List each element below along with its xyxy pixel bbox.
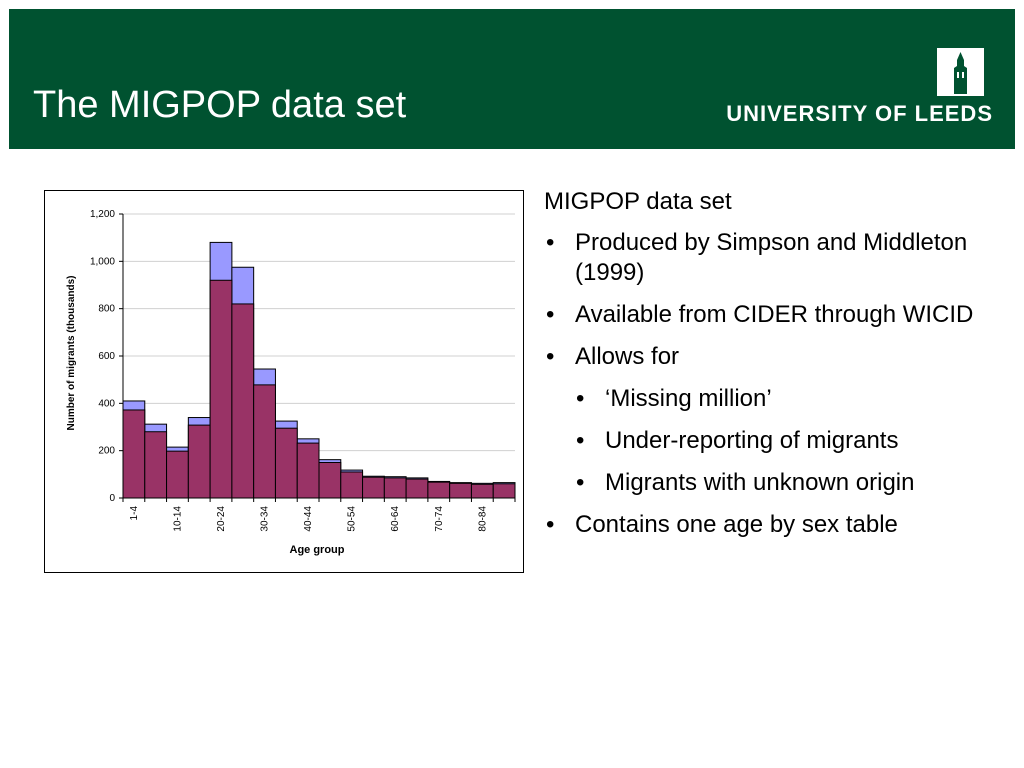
panel-heading: MIGPOP data set bbox=[544, 188, 732, 215]
bullet-text: Produced by Simpson and Middleton (1999) bbox=[575, 229, 968, 286]
bullet-item: • ‘Missing million’ bbox=[544, 384, 1014, 414]
bar bbox=[405, 478, 429, 499]
bar bbox=[144, 431, 168, 499]
x-tick-label: 60-64 bbox=[390, 506, 401, 532]
x-tick-label: 1-4 bbox=[129, 506, 140, 521]
x-tick-label: 80-84 bbox=[477, 506, 488, 532]
bar bbox=[187, 424, 211, 499]
university-logo-text: UNIVERSITY OF LEEDS bbox=[726, 101, 993, 126]
x-tick-label: 30-34 bbox=[260, 506, 271, 532]
bullet-text: Contains one age by sex table bbox=[575, 511, 898, 538]
header-bar bbox=[9, 9, 1015, 149]
y-tick-label: 1,200 bbox=[90, 209, 115, 220]
bar bbox=[427, 481, 451, 499]
bullet-mark: • bbox=[576, 427, 585, 454]
bullet-text: ‘Missing million’ bbox=[605, 385, 772, 412]
x-tick-label: 20-24 bbox=[216, 506, 227, 532]
bar bbox=[383, 477, 407, 499]
bullet-mark: • bbox=[546, 511, 555, 538]
bullet-list: • Produced by Simpson and Middleton (1999… bbox=[544, 228, 1014, 540]
bullet-item: • Under-reporting of migrants bbox=[544, 426, 1014, 456]
bar bbox=[449, 482, 472, 499]
bullet-mark: • bbox=[546, 229, 555, 256]
bar-chart: Number of migrants (thousands) Age group… bbox=[66, 209, 516, 556]
y-tick-label: 200 bbox=[98, 446, 115, 457]
bar bbox=[209, 279, 233, 499]
bullet-item: • Allows for bbox=[544, 342, 1014, 372]
bar bbox=[470, 483, 494, 499]
y-axis-label: Number of migrants (thousands) bbox=[66, 275, 77, 430]
bullet-mark: • bbox=[546, 301, 555, 328]
x-axis-label: Age group bbox=[290, 544, 345, 556]
bullet-mark: • bbox=[576, 385, 585, 412]
y-tick-label: 0 bbox=[109, 493, 115, 504]
chart-frame: Number of migrants (thousands) Age group… bbox=[44, 190, 524, 573]
y-tick-label: 400 bbox=[98, 398, 115, 409]
bullet-text: Migrants with unknown origin bbox=[605, 469, 915, 496]
bar bbox=[274, 427, 298, 499]
text-panel: MIGPOP data set • Produced by Simpson and… bbox=[544, 188, 1014, 552]
x-tick-label: 50-54 bbox=[347, 506, 358, 532]
bullet-item: • Contains one age by sex table bbox=[544, 510, 1014, 540]
bullet-mark: • bbox=[546, 343, 555, 370]
bar bbox=[166, 450, 189, 499]
bar bbox=[253, 384, 276, 499]
bar bbox=[296, 442, 320, 499]
bar bbox=[340, 471, 364, 499]
bullet-item: • Produced by Simpson and Middleton (1999… bbox=[544, 228, 1014, 288]
x-tick-label: 70-74 bbox=[434, 506, 445, 532]
bullet-text: Allows for bbox=[575, 343, 680, 370]
bullet-mark: • bbox=[576, 469, 585, 496]
bar bbox=[231, 303, 255, 499]
tower-crest-icon bbox=[937, 48, 984, 96]
x-tick-label: 40-44 bbox=[303, 506, 314, 532]
y-tick-label: 800 bbox=[98, 304, 115, 315]
bullet-item: • Available from CIDER through WICID bbox=[544, 300, 1014, 330]
x-tick-label: 10-14 bbox=[172, 506, 183, 532]
bullet-text: Under-reporting of migrants bbox=[605, 427, 899, 454]
y-tick-label: 1,000 bbox=[90, 256, 115, 267]
bullet-item: • Migrants with unknown origin bbox=[544, 468, 1014, 498]
bar bbox=[362, 476, 385, 499]
slide-title: The MIGPOP data set bbox=[33, 84, 407, 126]
bar bbox=[318, 462, 342, 499]
y-tick-label: 600 bbox=[98, 351, 115, 362]
bar bbox=[492, 483, 516, 499]
bullet-text: Available from CIDER through WICID bbox=[575, 301, 974, 328]
bar bbox=[122, 409, 146, 499]
